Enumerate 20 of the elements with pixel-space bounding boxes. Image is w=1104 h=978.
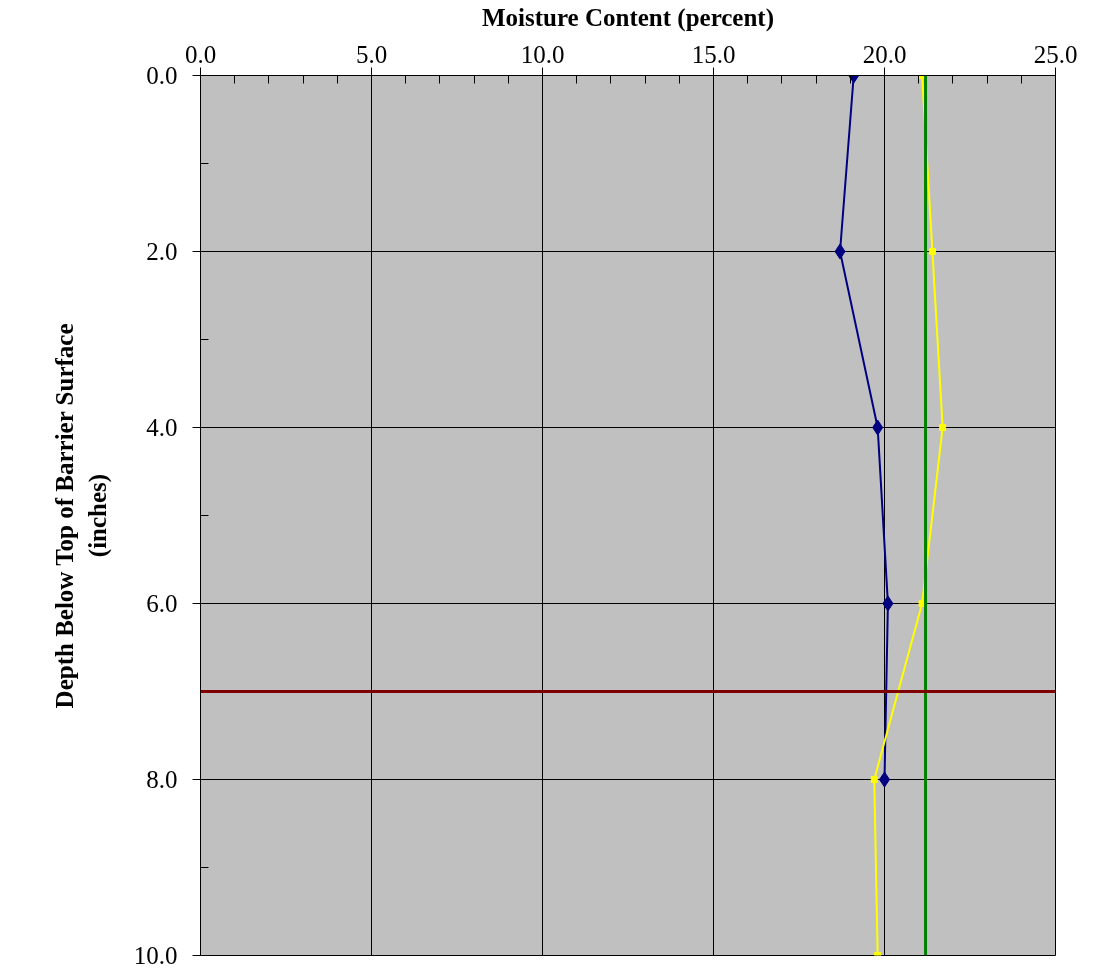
point xyxy=(882,595,894,612)
x-tick-label: 15.0 xyxy=(691,40,736,68)
x-tick-label: 5.0 xyxy=(355,40,388,68)
y-tick-label: 4.0 xyxy=(146,414,178,441)
y-axis-title: Depth Below Top of Barrier Surface (inches) xyxy=(51,323,112,709)
point xyxy=(939,424,947,431)
point xyxy=(870,776,878,783)
x-tick-label: 20.0 xyxy=(862,40,907,68)
x-axis-title: Moisture Content (percent) xyxy=(481,3,775,32)
y-tick-label: 10.0 xyxy=(133,942,178,969)
y-tick-label: 6.0 xyxy=(146,590,178,617)
y-tick-label: 2.0 xyxy=(146,238,178,265)
point xyxy=(928,248,936,255)
point xyxy=(872,419,884,436)
y-tick-label: 0.0 xyxy=(146,62,178,89)
x-tick-label: 10.0 xyxy=(520,40,565,68)
x-tick-label: 0.0 xyxy=(184,40,217,68)
point xyxy=(834,243,846,260)
y-tick-label: 8.0 xyxy=(146,766,178,793)
x-tick-label: 25.0 xyxy=(1033,40,1078,68)
